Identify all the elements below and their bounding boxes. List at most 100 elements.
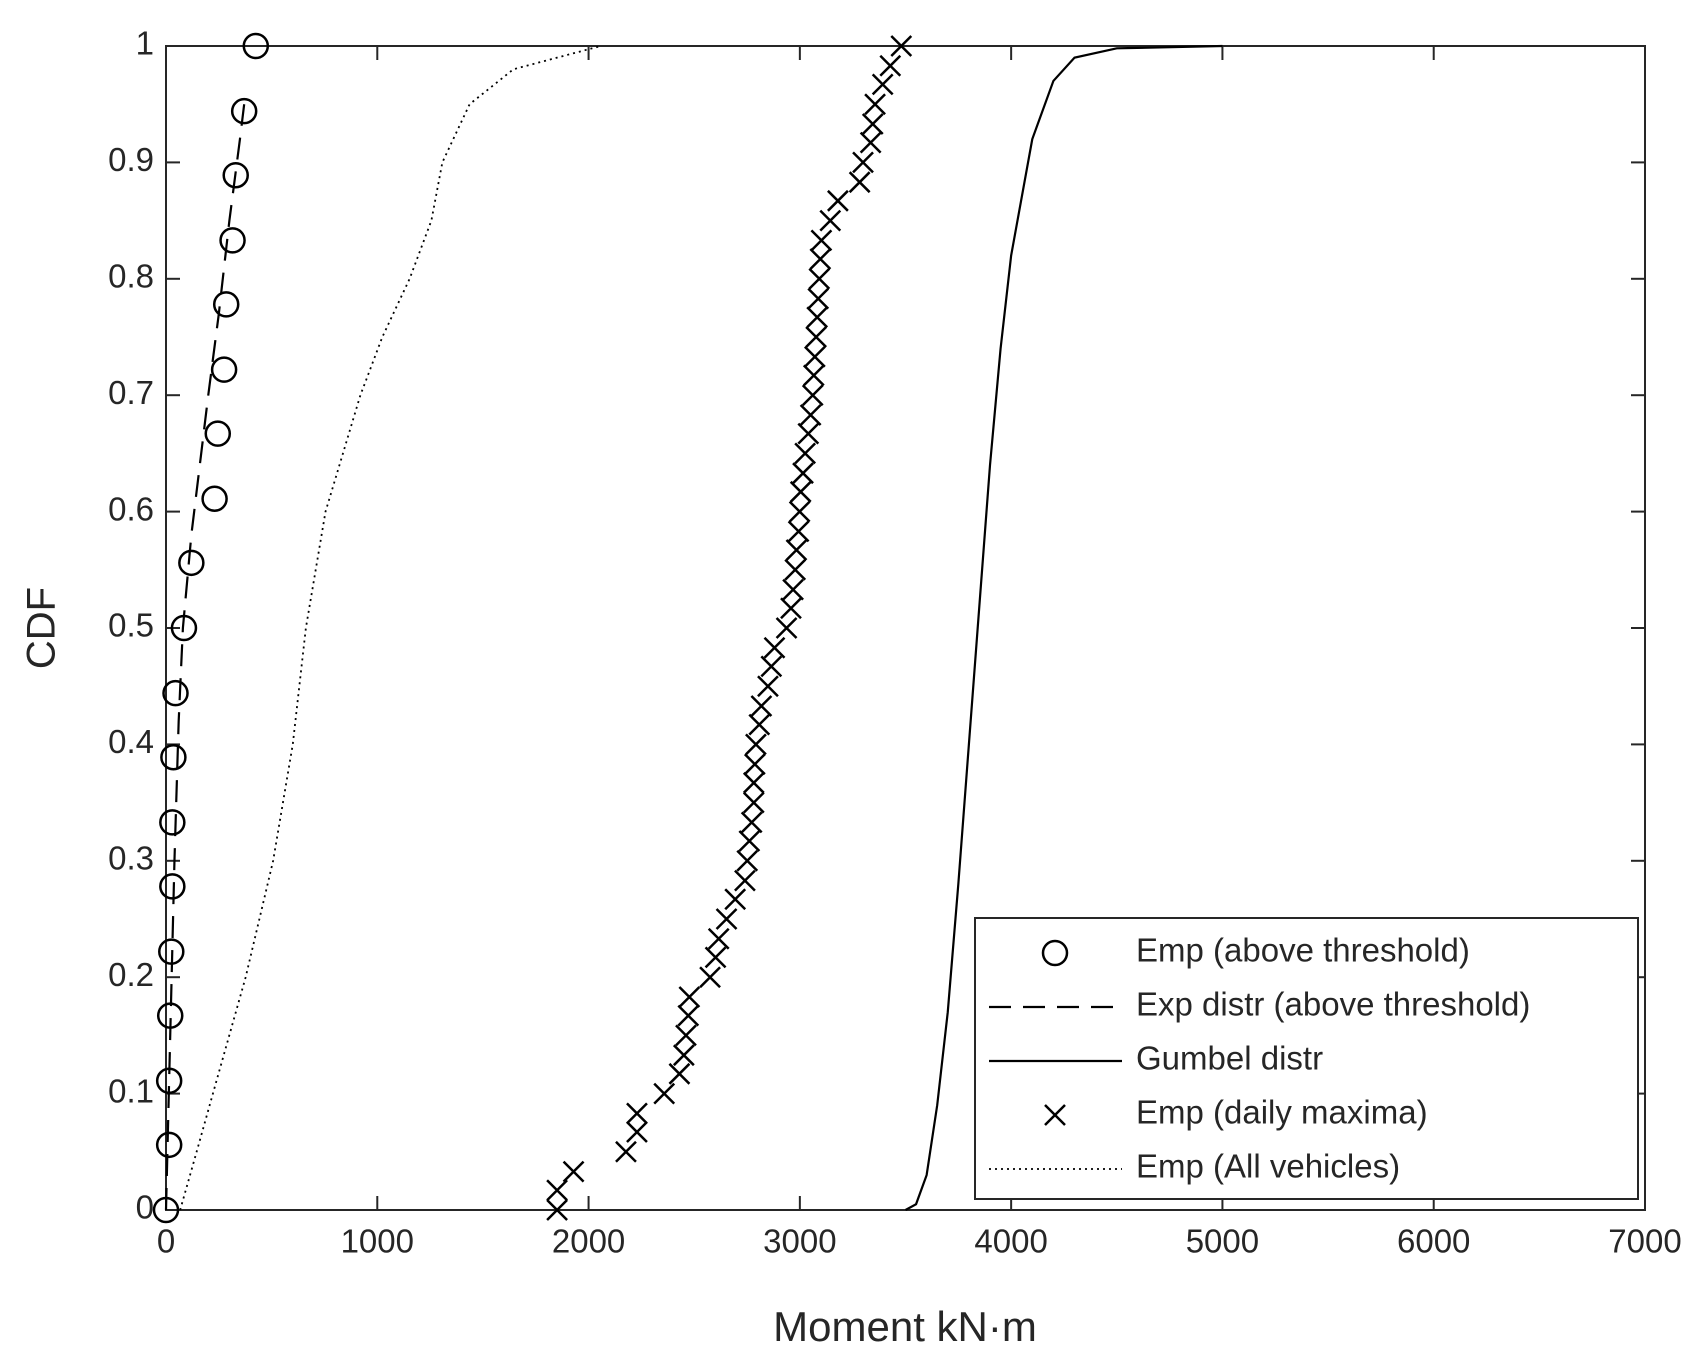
x-marker — [1044, 1104, 1066, 1126]
x-marker — [848, 171, 871, 194]
series-line — [179, 45, 602, 1211]
x-marker — [859, 131, 882, 154]
circle-marker — [155, 1131, 183, 1159]
x-marker — [562, 1160, 585, 1183]
x-marker — [546, 1179, 568, 1202]
x-marker — [827, 189, 849, 212]
x-marker — [724, 888, 747, 911]
x-marker — [792, 462, 814, 485]
x-marker — [802, 364, 825, 387]
x-tick-label: 0 — [157, 1223, 175, 1260]
x-tick-label: 4000 — [974, 1223, 1047, 1260]
x-marker — [626, 1121, 648, 1143]
x-marker — [546, 1199, 568, 1221]
circle-marker — [222, 161, 249, 189]
circle-marker — [1041, 939, 1069, 967]
y-tick-label: 0.3 — [108, 840, 154, 877]
legend-box — [974, 917, 1639, 1200]
x-marker — [757, 675, 779, 698]
x-marker — [801, 384, 824, 407]
x-marker — [668, 1062, 691, 1085]
legend-label: Emp (All vehicles) — [1136, 1148, 1400, 1185]
circle-marker — [210, 356, 238, 383]
circle-marker — [219, 227, 246, 254]
x-marker — [672, 1044, 695, 1067]
circle-marker — [201, 485, 228, 513]
circle-marker — [230, 97, 258, 125]
x-tick-label: 7000 — [1608, 1223, 1681, 1260]
y-tick-label: 0.6 — [108, 490, 154, 527]
circle-marker — [204, 420, 232, 447]
x-marker — [789, 480, 812, 503]
x-marker — [699, 966, 721, 989]
x-marker — [797, 422, 820, 445]
x-tick-label: 2000 — [552, 1223, 625, 1260]
legend-label: Emp (daily maxima) — [1136, 1094, 1428, 1131]
circle-marker — [160, 743, 187, 771]
x-tick-label: 3000 — [763, 1223, 836, 1260]
series-line — [904, 44, 1223, 1211]
x-marker — [740, 811, 763, 834]
x-marker — [707, 927, 730, 950]
circle-marker — [162, 679, 189, 707]
x-marker — [785, 539, 808, 561]
x-tick-label: 1000 — [341, 1223, 414, 1260]
y-tick-label: 0.2 — [108, 956, 154, 993]
x-marker — [806, 306, 829, 329]
x-marker — [763, 636, 786, 659]
x-marker — [748, 713, 771, 736]
x-marker — [864, 93, 886, 116]
x-marker — [879, 54, 902, 77]
x-axis-label: Moment kN·m — [773, 1303, 1037, 1350]
y-tick-label: 0.1 — [108, 1072, 154, 1109]
x-marker — [819, 209, 842, 232]
circle-marker — [212, 291, 240, 318]
x-marker — [784, 558, 807, 581]
y-tick-label: 0.5 — [108, 607, 154, 644]
y-tick-label: 0.7 — [108, 374, 154, 411]
x-marker — [626, 1102, 648, 1125]
circle-marker — [159, 873, 186, 900]
x-marker — [794, 442, 817, 465]
x-marker — [775, 617, 798, 639]
circle-marker — [178, 549, 205, 577]
y-axis-label: CDF — [20, 587, 64, 669]
x-marker — [890, 35, 913, 57]
x-marker — [742, 791, 765, 814]
x-marker — [678, 986, 701, 1008]
x-marker — [805, 326, 828, 348]
series-line — [164, 104, 246, 1211]
x-marker — [715, 908, 738, 930]
x-marker — [750, 695, 773, 717]
x-marker — [807, 287, 830, 310]
x-marker — [861, 113, 884, 135]
y-tick-label: 0 — [136, 1189, 154, 1226]
x-marker — [787, 520, 810, 543]
x-marker — [653, 1082, 676, 1105]
x-marker — [743, 753, 766, 776]
x-marker — [788, 500, 811, 523]
y-tick-label: 0.9 — [108, 141, 154, 178]
x-marker — [745, 733, 767, 756]
x-marker — [742, 771, 765, 794]
x-marker — [677, 1004, 700, 1027]
x-marker — [736, 849, 759, 872]
x-tick-label: 5000 — [1186, 1223, 1259, 1260]
y-tick-label: 0.8 — [108, 258, 154, 295]
legend-label: Emp (above threshold) — [1136, 932, 1470, 969]
x-marker — [810, 229, 833, 252]
x-marker — [803, 345, 826, 368]
x-marker — [704, 946, 727, 969]
y-tick-label: 0.4 — [108, 723, 154, 760]
x-marker — [615, 1140, 637, 1163]
x-marker — [852, 151, 874, 174]
legend-label: Exp distr (above threshold) — [1136, 986, 1530, 1023]
circle-marker — [242, 32, 270, 60]
x-marker — [782, 578, 804, 601]
x-marker — [675, 1024, 697, 1047]
x-marker — [871, 73, 894, 96]
x-marker — [760, 655, 783, 678]
x-marker — [780, 597, 802, 620]
x-marker — [738, 830, 761, 852]
